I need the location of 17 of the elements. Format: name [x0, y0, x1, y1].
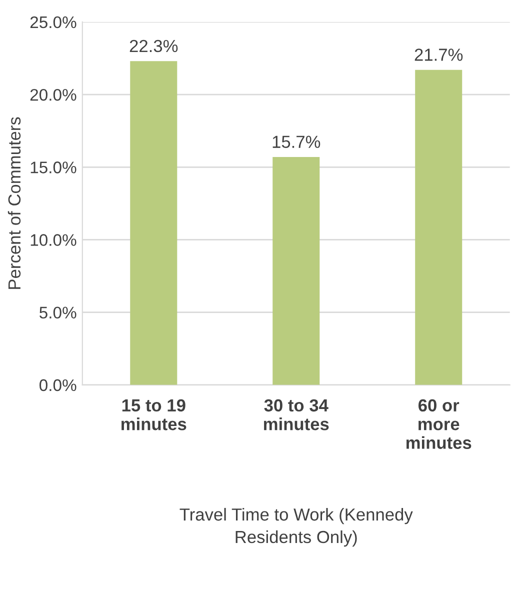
x-tick-label: 15 to 19 minutes: [122, 399, 186, 430]
bar: [415, 70, 462, 385]
y-tick-label: 10.0%: [30, 234, 76, 246]
x-tick-label: 60 or more minutes: [406, 399, 472, 449]
bar: [272, 156, 320, 385]
bar: [130, 61, 178, 385]
y-tick-label: 15.0%: [30, 162, 76, 174]
y-tick-label: 20.0%: [30, 88, 76, 101]
x-axis-title: Travel Time to Work (Kennedy Residents Only): [180, 508, 413, 547]
y-tick-label: 25.0%: [30, 16, 76, 28]
y-tick-label: 5.0%: [40, 306, 76, 319]
data-label: 22.3%: [130, 40, 178, 52]
y-tick-label: 0.0%: [40, 379, 76, 392]
x-tick-label: 30 to 34 minutes: [264, 399, 329, 430]
y-axis-title: Percent of Commuters: [8, 117, 21, 289]
data-label: 21.7%: [414, 48, 463, 61]
data-label: 15.7%: [272, 136, 320, 148]
